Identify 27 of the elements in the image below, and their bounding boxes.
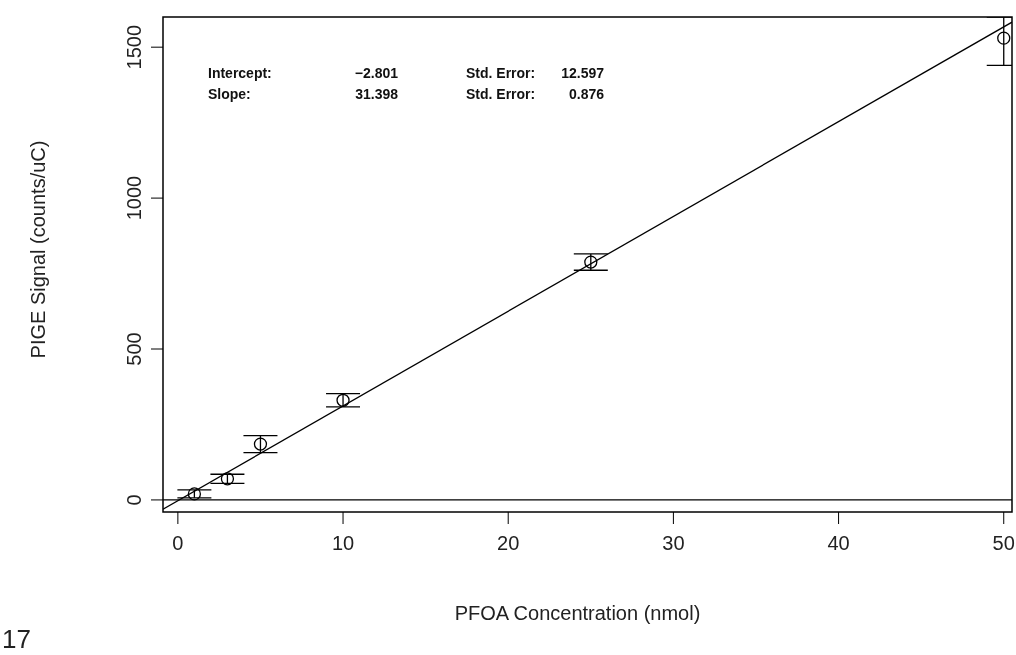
annotation: 0.876 — [568, 86, 605, 102]
y-tick-label: 0 — [123, 494, 145, 506]
point — [997, 31, 1011, 45]
text: 17 — [2, 624, 31, 654]
point — [584, 255, 598, 269]
point — [220, 472, 235, 486]
point — [336, 393, 350, 407]
x-tick-label: 50 — [992, 532, 1015, 554]
y-tick-label: 1500 — [123, 24, 145, 70]
y-axis-title: PIGE Signal (counts/uC) — [27, 140, 49, 359]
x-tick-label: 0 — [172, 532, 184, 554]
annotation: 31.398 — [355, 86, 399, 102]
y-tick-label: 500 — [123, 332, 145, 366]
x-tick-label: 40 — [827, 532, 850, 554]
x-tick-label: 30 — [662, 532, 685, 554]
annotation: Slope: — [208, 86, 251, 102]
annotation: −2.801 — [354, 65, 399, 81]
x-axis-title: PFOA Concentration (nmol) — [454, 602, 701, 624]
x-tick-label: 10 — [331, 532, 355, 554]
annotation: Std. Error: — [466, 65, 536, 81]
point — [253, 437, 268, 451]
annotation: Intercept: — [208, 65, 272, 81]
annotation: Std. Error: — [466, 86, 536, 102]
annotation: 12.597 — [561, 65, 605, 81]
point — [187, 487, 202, 501]
y-tick-label: 1000 — [123, 175, 145, 221]
x-tick-label: 20 — [497, 532, 520, 554]
